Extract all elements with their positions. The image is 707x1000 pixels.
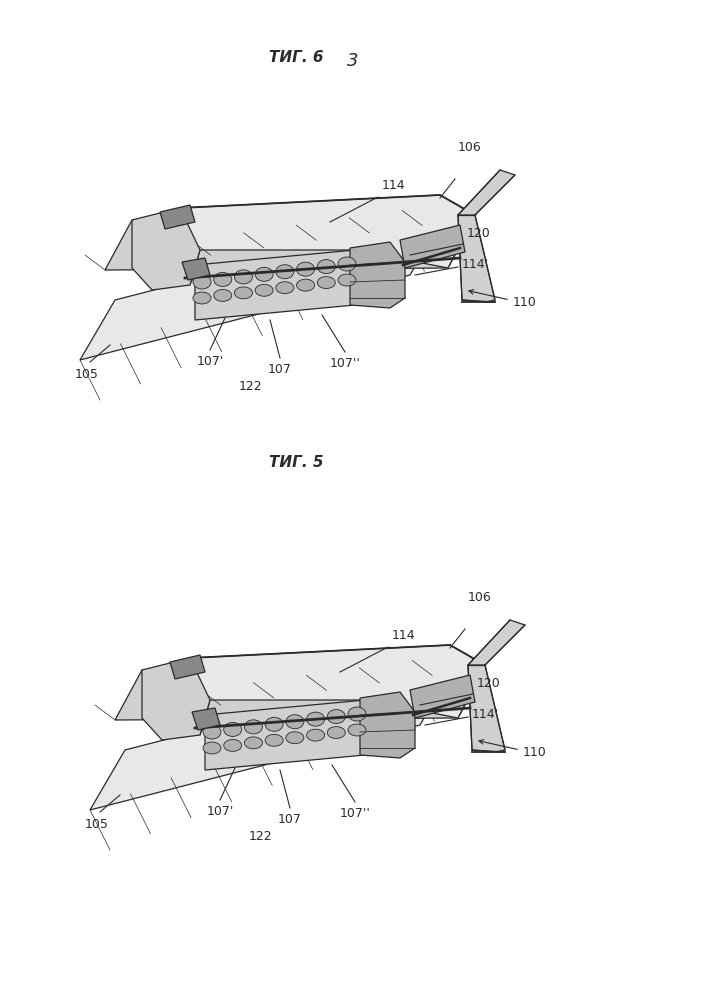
Ellipse shape <box>265 717 283 731</box>
Ellipse shape <box>327 727 345 739</box>
Ellipse shape <box>327 710 345 724</box>
Text: 114': 114' <box>462 258 489 271</box>
Ellipse shape <box>265 734 283 746</box>
Text: 114': 114' <box>472 708 499 722</box>
Polygon shape <box>192 708 220 730</box>
Ellipse shape <box>286 715 304 729</box>
Ellipse shape <box>235 270 252 284</box>
Polygon shape <box>468 620 525 665</box>
Text: 107: 107 <box>268 363 292 376</box>
Text: 107'': 107'' <box>329 357 361 370</box>
Ellipse shape <box>338 274 356 286</box>
Ellipse shape <box>193 292 211 304</box>
Text: ΤИГ. 6: ΤИГ. 6 <box>269 50 323 65</box>
Text: 107'': 107'' <box>339 807 370 820</box>
Ellipse shape <box>203 742 221 754</box>
Polygon shape <box>468 665 505 752</box>
Text: 107': 107' <box>197 355 223 368</box>
Text: 105: 105 <box>85 818 109 832</box>
Ellipse shape <box>214 272 232 286</box>
Text: 3: 3 <box>347 52 358 70</box>
Polygon shape <box>360 692 415 758</box>
Ellipse shape <box>214 289 232 301</box>
Ellipse shape <box>317 277 335 289</box>
Text: 106: 106 <box>468 591 492 604</box>
Polygon shape <box>115 668 485 720</box>
Ellipse shape <box>255 267 273 281</box>
Text: 106: 106 <box>458 141 482 154</box>
Ellipse shape <box>317 260 335 274</box>
Ellipse shape <box>307 712 325 726</box>
Ellipse shape <box>296 262 315 276</box>
Ellipse shape <box>223 722 242 736</box>
Polygon shape <box>180 195 475 285</box>
Polygon shape <box>205 700 365 770</box>
Text: 114: 114 <box>382 179 406 192</box>
Ellipse shape <box>348 724 366 736</box>
Text: 110: 110 <box>523 746 547 758</box>
Ellipse shape <box>245 737 262 749</box>
Polygon shape <box>458 215 495 302</box>
Polygon shape <box>105 218 475 270</box>
Ellipse shape <box>193 275 211 289</box>
Ellipse shape <box>348 707 366 721</box>
Polygon shape <box>195 250 355 320</box>
Polygon shape <box>142 658 210 740</box>
Ellipse shape <box>203 725 221 739</box>
Polygon shape <box>410 675 475 718</box>
Ellipse shape <box>307 729 325 741</box>
Text: ΤИГ. 5: ΤИГ. 5 <box>269 455 323 470</box>
Text: 110: 110 <box>513 296 537 308</box>
Ellipse shape <box>245 720 262 734</box>
Ellipse shape <box>276 265 294 279</box>
Polygon shape <box>90 665 455 810</box>
Text: 122: 122 <box>238 380 262 393</box>
Ellipse shape <box>255 284 273 296</box>
Polygon shape <box>350 242 405 308</box>
Ellipse shape <box>276 282 294 294</box>
Text: 107: 107 <box>278 813 302 826</box>
Polygon shape <box>132 208 200 290</box>
Ellipse shape <box>223 739 242 751</box>
Text: 122: 122 <box>248 830 271 843</box>
Text: 107': 107' <box>206 805 234 818</box>
Ellipse shape <box>286 732 304 744</box>
Ellipse shape <box>338 257 356 271</box>
Ellipse shape <box>296 279 315 291</box>
Text: 120: 120 <box>477 677 501 690</box>
Text: 120: 120 <box>467 227 491 240</box>
Polygon shape <box>400 225 465 268</box>
Polygon shape <box>182 258 210 280</box>
Polygon shape <box>80 215 445 360</box>
Polygon shape <box>170 655 205 679</box>
Ellipse shape <box>235 287 252 299</box>
Text: 114: 114 <box>392 629 416 642</box>
Polygon shape <box>458 170 515 215</box>
Polygon shape <box>190 645 485 735</box>
Text: 105: 105 <box>75 368 99 381</box>
Polygon shape <box>160 205 195 229</box>
